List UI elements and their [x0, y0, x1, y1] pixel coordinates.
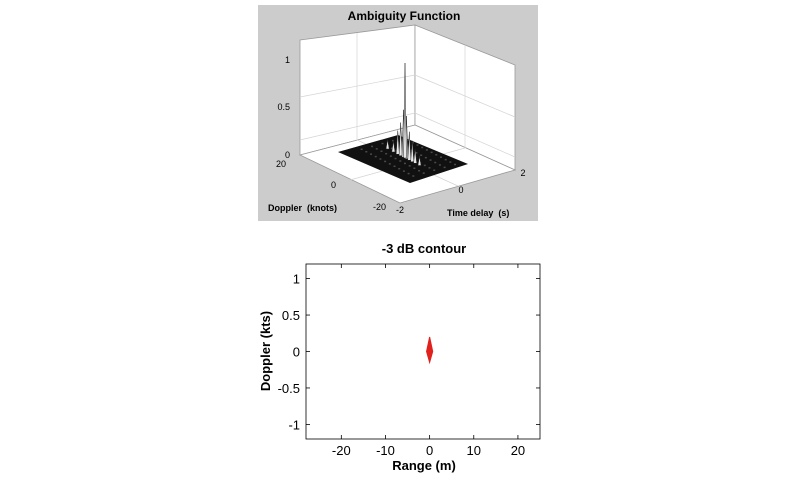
sidelobe-spike: [410, 140, 415, 162]
surface-texture-mark: [412, 175, 415, 177]
surface-texture-mark: [407, 172, 410, 175]
y-tick-label: 0.5: [282, 308, 300, 323]
surface-texture-mark: [424, 156, 427, 159]
surface-texture-mark: [374, 155, 377, 158]
y-tick-label: -0.5: [278, 381, 300, 396]
surface-texture-mark: [434, 161, 437, 164]
surface-texture-mark: [375, 148, 378, 150]
surface-texture-mark: [403, 162, 406, 165]
surface-texture-mark: [433, 169, 436, 172]
y-axis-label: Doppler (knots): [268, 203, 337, 213]
x-tick-label: 0: [458, 185, 463, 195]
surface-texture-mark: [416, 144, 419, 146]
surface-texture-mark: [425, 149, 428, 151]
surface-texture-mark: [365, 150, 368, 153]
surface-texture-mark: [421, 146, 424, 149]
sidelobe-spike: [385, 139, 390, 150]
x-tick-label: -20: [332, 443, 351, 458]
surface-texture-mark: [435, 154, 438, 156]
main-peak-spike: [403, 62, 407, 159]
surface-texture-mark: [408, 165, 411, 167]
contour-ticks: -20 -10 0 10 20 1 0.5 0 -0.5 -1: [278, 264, 540, 458]
sidelobe-spike: [395, 130, 400, 155]
y-tick-label: 1: [293, 272, 300, 287]
surface-texture-mark: [428, 167, 431, 169]
contour-y-axis-label: Doppler (kts): [258, 311, 273, 391]
x-tick-label: 10: [467, 443, 481, 458]
contour-mark: [426, 336, 434, 365]
surface-texture-mark: [413, 167, 416, 170]
surface-texture-mark: [379, 158, 382, 160]
surface-texture-mark: [370, 153, 373, 155]
surface-texture-mark: [454, 163, 457, 166]
x-axis: -2 0 2 Time delay (s): [396, 168, 526, 218]
contour-title: -3 dB contour: [382, 241, 467, 256]
surface-texture-mark: [449, 161, 452, 163]
surface-texture-mark: [360, 148, 363, 151]
contour-x-axis-label: Range (m): [392, 458, 456, 473]
grid-line: [299, 74, 416, 98]
surface-texture-mark: [388, 163, 391, 165]
z-axis: 1 0.5 0: [277, 55, 290, 160]
ambiguity-title: Ambiguity Function: [348, 9, 461, 23]
sidelobe-spike: [398, 122, 403, 156]
x-tick-label: -2: [396, 205, 404, 215]
y-tick-label: 0: [331, 180, 336, 190]
surface-plane: [338, 135, 468, 183]
surface-texture-mark: [389, 155, 392, 157]
y-tick-label: 0: [293, 345, 300, 360]
surface-texture-mark: [438, 164, 441, 166]
surface-texture-mark: [385, 152, 388, 155]
x-axis-label: Time delay (s): [447, 208, 509, 218]
surface-texture-mark: [444, 158, 447, 161]
surface-texture-mark: [415, 152, 418, 154]
surface-texture-mark: [429, 159, 432, 161]
ambiguity-plot: Ambiguity Function 1 0.5 0: [258, 5, 538, 221]
z-tick-label: 0: [285, 150, 290, 160]
contour-line: [426, 336, 434, 365]
surface-texture-mark: [418, 169, 421, 172]
sidelobe-spike: [407, 131, 412, 161]
x-tick-label: -10: [376, 443, 395, 458]
surface-texture-mark: [394, 157, 397, 160]
surface-texture-mark: [411, 141, 414, 144]
surface-texture-mark: [381, 142, 384, 145]
contour-plot: -3 dB contour -20 -10 0 10 20 1 0.5 0 -0.5 -1 Ran…: [258, 241, 541, 473]
surface-texture-mark: [391, 139, 394, 142]
surface-texture-mark: [443, 166, 446, 169]
surface-texture-mark: [398, 167, 401, 170]
sidelobe-spike: [391, 140, 396, 153]
x-tick-label: 20: [511, 443, 525, 458]
surface-spikes: [385, 62, 422, 166]
grid-line: [299, 112, 416, 141]
y-axis: 20 0 -20 Doppler (knots): [268, 159, 386, 213]
z-tick-label: 0.5: [277, 102, 290, 112]
sidelobe-spike: [417, 155, 422, 166]
x-tick-label: 0: [426, 443, 433, 458]
y-tick-label: -20: [373, 202, 386, 212]
surface-texture-mark: [393, 165, 396, 168]
surface-texture-mark: [430, 151, 433, 154]
surface-texture-mark: [380, 150, 383, 153]
surface-texture-mark: [407, 139, 410, 141]
surface-texture-mark: [439, 156, 442, 158]
sidelobe-spike: [413, 148, 418, 164]
x-tick-label: 2: [520, 168, 525, 178]
surface-texture-mark: [402, 170, 405, 172]
z-tick-label: 1: [285, 55, 290, 65]
y-tick-label: -1: [288, 417, 300, 432]
surface-texture-mark: [371, 145, 374, 148]
contour-axes-box: [305, 263, 541, 440]
surface-texture-mark: [384, 160, 387, 163]
surface-texture-mark: [399, 160, 402, 162]
surface-texture-mark: [390, 147, 393, 150]
y-tick-label: 20: [276, 159, 286, 169]
surface-texture-mark: [420, 154, 423, 156]
surface-texture-mark: [423, 164, 426, 167]
surface-texture-mark: [422, 172, 425, 174]
